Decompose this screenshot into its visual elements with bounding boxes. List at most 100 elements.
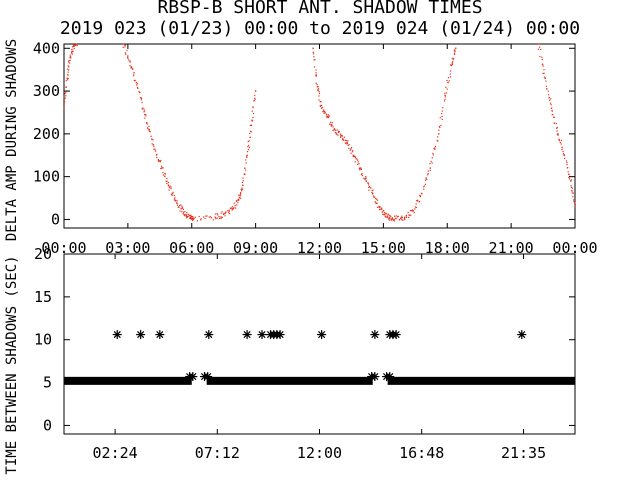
top-data-point (138, 91, 141, 94)
top-data-point (371, 191, 373, 194)
top-data-point (448, 80, 450, 82)
top-data-point (387, 217, 389, 219)
top-data-point (354, 161, 356, 163)
top-data-point (372, 189, 374, 191)
top-data-point (180, 204, 182, 206)
top-data-point (355, 158, 357, 160)
top-data-point (166, 180, 168, 182)
top-data-point (198, 215, 200, 218)
top-data-point (326, 116, 328, 119)
top-data-point (343, 136, 346, 138)
top-data-point (321, 106, 324, 108)
top-data-point (240, 191, 242, 194)
top-data-point (365, 177, 367, 179)
top-data-point (409, 214, 411, 217)
top-data-point (64, 97, 66, 99)
top-data-point (364, 178, 366, 180)
top-data-point (392, 218, 394, 220)
top-data-point (352, 154, 355, 156)
top-data-point (421, 192, 423, 194)
top-data-point (389, 214, 391, 217)
top-data-point (63, 104, 65, 107)
top-data-point (556, 130, 558, 132)
bottom-data-point (136, 330, 146, 340)
top-data-point (214, 216, 216, 219)
top-data-point (573, 201, 575, 203)
top-data-point (426, 179, 428, 181)
top-data-point (330, 125, 333, 127)
top-data-point (221, 211, 223, 213)
top-data-point (164, 173, 166, 175)
top-data-point (233, 202, 235, 204)
top-data-point (192, 218, 194, 220)
top-data-point (449, 64, 452, 66)
top-data-point (389, 217, 391, 220)
top-data-point (210, 217, 213, 219)
top-data-point (229, 207, 231, 209)
top-data-point (72, 50, 74, 53)
top-data-point (558, 139, 560, 141)
top-data-point (402, 219, 404, 221)
top-data-point (398, 219, 401, 221)
top-data-point (567, 173, 570, 175)
top-data-point (181, 207, 183, 209)
bottom-data-point (155, 330, 165, 340)
top-data-point (404, 218, 406, 220)
top-data-point (151, 138, 153, 140)
top-data-point (350, 152, 352, 154)
top-data-point (337, 134, 339, 136)
top-data-point (231, 208, 233, 210)
top-data-point (368, 184, 370, 186)
top-data-point (238, 196, 241, 199)
top-data-point (550, 107, 553, 109)
top-data-point (184, 211, 186, 213)
top-data-point (172, 192, 174, 195)
top-data-point (419, 194, 421, 196)
top-data-point (238, 198, 240, 200)
top-data-point (186, 212, 188, 214)
top-data-point (176, 200, 178, 202)
top-data-point (429, 169, 431, 171)
top-data-point (415, 203, 417, 205)
top-data-point (320, 107, 323, 109)
top-data-point (319, 105, 321, 107)
top-data-point (400, 218, 402, 220)
top-data-point (342, 137, 344, 139)
top-data-point (191, 217, 193, 219)
top-x-tick-label: 00:00 (552, 239, 597, 257)
top-data-point (71, 50, 73, 53)
top-data-point (69, 57, 71, 59)
top-data-point (67, 74, 69, 76)
top-data-point (551, 110, 553, 112)
top-y-tick-label: 300 (33, 82, 60, 100)
top-data-point (169, 185, 171, 187)
top-data-point (188, 215, 190, 217)
top-data-point (69, 59, 71, 62)
top-data-point (330, 121, 332, 123)
top-data-point (204, 217, 206, 220)
top-data-point (400, 217, 402, 219)
top-data-point (127, 55, 129, 57)
top-data-point (570, 179, 573, 181)
top-data-point (405, 216, 408, 218)
top-data-point (247, 149, 250, 151)
top-data-point (179, 210, 181, 212)
top-data-point (133, 71, 135, 74)
top-data-point (166, 177, 168, 180)
top-data-point (239, 193, 242, 195)
top-data-point (566, 162, 568, 164)
top-data-point (434, 145, 437, 148)
bottom-plot-frame (63, 253, 576, 435)
top-data-point (574, 202, 576, 204)
top-data-point (375, 202, 378, 204)
top-data-point (250, 131, 252, 133)
bottom-x-tick-label: 16:48 (399, 444, 444, 462)
top-data-point (407, 216, 410, 219)
bottom-x-tick-label: 02:24 (93, 444, 138, 462)
top-data-point (559, 141, 561, 144)
top-data-point (386, 216, 388, 218)
top-data-point (71, 53, 73, 55)
top-data-point (385, 215, 387, 217)
top-data-point (134, 79, 136, 81)
top-data-point (239, 194, 241, 196)
